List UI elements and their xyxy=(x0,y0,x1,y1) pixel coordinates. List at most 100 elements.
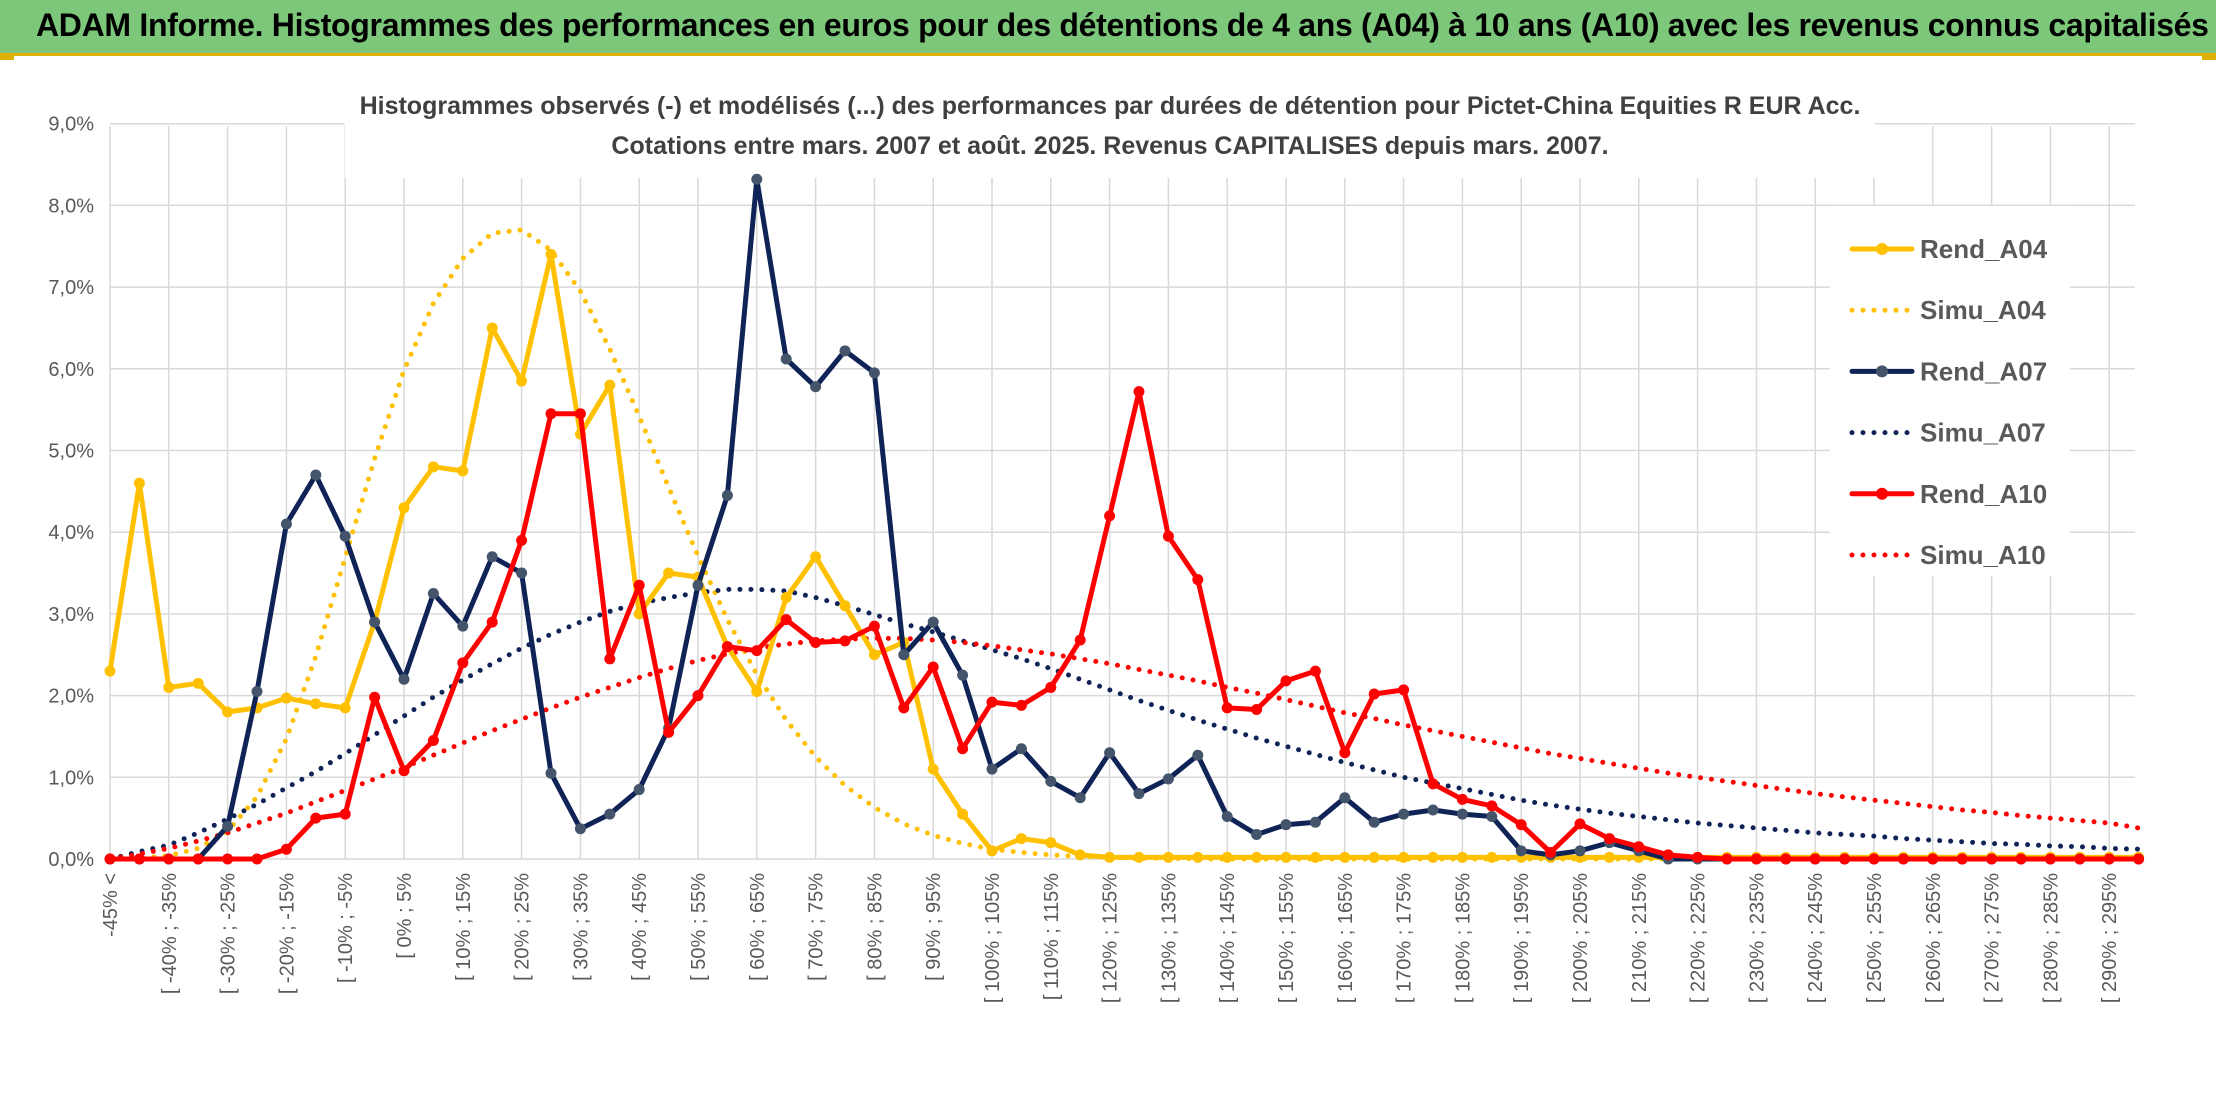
data-point-rend_a10 xyxy=(1662,849,1674,861)
data-point-rend_a10 xyxy=(1897,853,1909,865)
x-tick-label: [ 50% ; 55% xyxy=(688,873,710,981)
data-point-rend_a10 xyxy=(1545,846,1557,858)
data-point-rend_a07 xyxy=(1427,804,1439,816)
y-tick-label: 7,0% xyxy=(48,277,94,299)
data-point-rend_a07 xyxy=(1339,792,1351,804)
data-point-rend_a07 xyxy=(1251,828,1263,840)
chart-series xyxy=(104,173,2145,865)
data-point-rend_a04 xyxy=(1398,851,1410,863)
data-point-rend_a10 xyxy=(1456,793,1468,805)
x-tick-label: [ 140% ; 145% xyxy=(1217,873,1239,1003)
x-tick-label: [ 100% ; 105% xyxy=(982,873,1004,1003)
y-tick-label: 1,0% xyxy=(48,767,94,789)
data-point-rend_a07 xyxy=(633,784,645,796)
data-point-rend_a04 xyxy=(545,248,557,260)
data-point-rend_a10 xyxy=(222,853,234,865)
data-point-rend_a07 xyxy=(516,567,528,579)
y-tick-label: 6,0% xyxy=(48,359,94,381)
x-tick-label: [ 60% ; 65% xyxy=(747,873,769,981)
data-point-rend_a04 xyxy=(1074,849,1086,861)
data-point-rend_a07 xyxy=(780,353,792,365)
data-point-rend_a07 xyxy=(986,763,998,775)
data-point-rend_a10 xyxy=(1339,747,1351,759)
legend-label-simu_a07: Simu_A07 xyxy=(1920,418,2046,448)
data-point-rend_a07 xyxy=(574,823,586,835)
legend-marker-rend_a07 xyxy=(1876,365,1888,378)
x-tick-label: [ 90% ; 95% xyxy=(923,873,945,981)
frame-corner-left xyxy=(0,56,14,60)
data-point-rend_a04 xyxy=(1280,851,1292,863)
data-point-rend_a07 xyxy=(1456,808,1468,820)
chart-legend: Rend_A04 Simu_A04 Rend_A07 Simu_A07 Rend_A10… xyxy=(1830,206,2070,576)
data-point-rend_a10 xyxy=(1486,800,1498,812)
data-point-rend_a04 xyxy=(192,677,204,689)
x-tick-label: [ 270% ; 275% xyxy=(1982,873,2004,1003)
data-point-rend_a10 xyxy=(369,691,381,703)
legend-box xyxy=(1830,206,2070,576)
data-point-rend_a10 xyxy=(1515,819,1527,831)
x-tick-label: [ 70% ; 75% xyxy=(806,873,828,981)
data-point-rend_a04 xyxy=(1251,851,1263,863)
data-point-rend_a10 xyxy=(427,735,439,747)
report-banner: ADAM Informe. Histogrammes des performan… xyxy=(0,0,2216,56)
data-point-rend_a07 xyxy=(457,620,469,632)
data-point-rend_a04 xyxy=(163,681,175,693)
data-point-rend_a07 xyxy=(1309,816,1321,828)
data-point-rend_a10 xyxy=(1956,853,1968,865)
data-point-rend_a10 xyxy=(868,620,880,632)
data-point-rend_a04 xyxy=(1309,851,1321,863)
data-point-rend_a10 xyxy=(751,645,763,657)
data-point-rend_a10 xyxy=(2015,853,2027,865)
data-point-rend_a10 xyxy=(721,641,733,653)
x-tick-label: [ 10% ; 15% xyxy=(453,873,475,981)
data-point-rend_a10 xyxy=(486,616,498,628)
data-point-rend_a04 xyxy=(1339,851,1351,863)
data-point-rend_a10 xyxy=(280,843,292,855)
data-point-rend_a07 xyxy=(1368,816,1380,828)
y-axis-ticks: 0,0% 1,0% 2,0% 3,0% 4,0% 5,0% 6,0% 7,0% 8,0% 9,0% xyxy=(48,114,94,871)
data-point-rend_a04 xyxy=(751,686,763,698)
data-point-rend_a04 xyxy=(222,706,234,718)
x-tick-label: [ 160% ; 165% xyxy=(1335,873,1357,1003)
data-point-rend_a04 xyxy=(104,665,116,677)
data-point-rend_a10 xyxy=(1427,778,1439,790)
data-point-rend_a10 xyxy=(251,853,263,865)
x-tick-label: [ 280% ; 285% xyxy=(2040,873,2062,1003)
x-tick-label: [ -20% ; -15% xyxy=(276,873,298,994)
data-point-rend_a10 xyxy=(545,408,557,420)
data-point-rend_a10 xyxy=(1809,853,1821,865)
y-tick-label: 5,0% xyxy=(48,441,94,463)
data-point-rend_a07 xyxy=(868,367,880,379)
x-tick-label: [ 130% ; 135% xyxy=(1158,873,1180,1003)
data-point-rend_a10 xyxy=(339,808,351,820)
x-tick-label: [ 190% ; 195% xyxy=(1511,873,1533,1003)
data-point-rend_a10 xyxy=(986,696,998,708)
data-point-rend_a07 xyxy=(604,808,616,820)
series-line-simu_a07 xyxy=(107,586,2142,862)
data-point-rend_a07 xyxy=(545,767,557,779)
legend-marker-rend_a04 xyxy=(1876,243,1888,255)
data-point-rend_a10 xyxy=(1692,851,1704,863)
data-point-rend_a04 xyxy=(310,698,322,710)
data-point-rend_a10 xyxy=(163,853,175,865)
data-point-rend_a10 xyxy=(1780,853,1792,865)
data-point-rend_a04 xyxy=(457,465,469,477)
data-point-rend_a07 xyxy=(1015,743,1027,755)
data-point-rend_a07 xyxy=(751,173,763,185)
data-point-rend_a10 xyxy=(898,702,910,714)
report-title: ADAM Informe. Histogrammes des performan… xyxy=(36,7,2209,43)
data-point-rend_a04 xyxy=(868,649,880,661)
x-tick-label: [ 220% ; 225% xyxy=(1688,873,1710,1003)
data-point-rend_a04 xyxy=(1368,851,1380,863)
data-point-rend_a07 xyxy=(721,489,733,501)
data-point-rend_a07 xyxy=(369,616,381,628)
series-line-simu_a10 xyxy=(107,635,2142,862)
data-point-rend_a10 xyxy=(780,614,792,626)
x-tick-label: [ 180% ; 185% xyxy=(1452,873,1474,1003)
x-tick-label: [ 230% ; 235% xyxy=(1746,873,1768,1003)
data-point-rend_a10 xyxy=(516,534,528,546)
data-point-rend_a10 xyxy=(1368,688,1380,700)
x-tick-label: [ 120% ; 125% xyxy=(1100,873,1122,1003)
data-point-rend_a10 xyxy=(2103,853,2115,865)
data-point-rend_a04 xyxy=(1456,851,1468,863)
